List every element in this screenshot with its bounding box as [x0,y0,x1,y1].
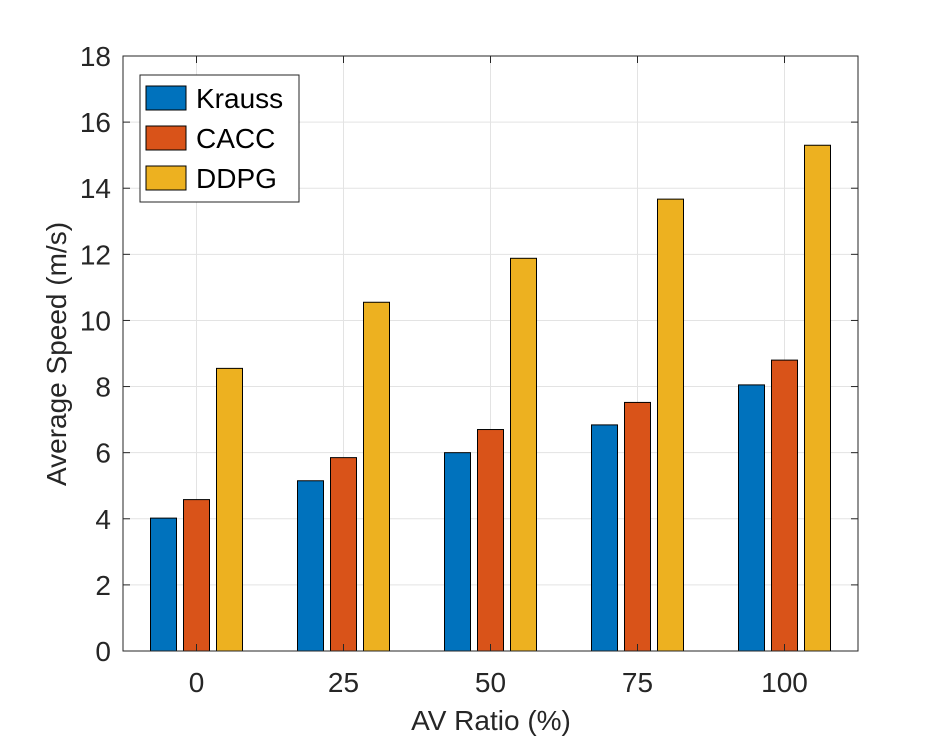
bar-cacc-75 [624,401,651,652]
y-tick-label: 16 [80,107,111,138]
x-tick-label: 25 [328,667,359,698]
bar-cacc-50 [477,429,504,652]
legend-item-cacc: CACC [145,123,275,154]
bar-cacc-100 [771,359,798,652]
y-tick-label: 2 [95,570,111,601]
y-tick-label: 8 [95,372,111,403]
bar-krauss-100 [738,384,765,652]
legend-swatch-krauss [145,85,187,111]
legend-label-ddpg: DDPG [196,163,277,194]
legend-swatch-cacc [145,125,187,151]
legend-label-krauss: Krauss [196,83,283,114]
x-tick-label: 100 [761,667,808,698]
bar-cacc-25 [330,457,357,652]
y-tick-label: 18 [80,41,111,72]
y-tick-label: 10 [80,305,111,336]
bar-krauss-25 [297,480,324,652]
bar-ddpg-75 [657,198,684,652]
bar-ddpg-25 [363,301,390,652]
ticks-layer: 0 2 4 6 8 10 12 14 16 18 0 25 50 75 100 [80,41,858,698]
legend: Krauss CACC DDPG [139,74,300,203]
x-tick-label: 0 [189,667,205,698]
y-axis-title: Average Speed (m/s) [41,222,72,486]
y-tick-label: 6 [95,438,111,469]
bars-layer [150,144,831,652]
x-axis-title: AV Ratio (%) [411,705,571,736]
x-tick-label: 50 [475,667,506,698]
bar-krauss-75 [591,424,618,652]
y-tick-label: 0 [95,636,111,667]
bar-ddpg-100 [804,144,831,652]
y-tick-label: 12 [80,239,111,270]
bar-krauss-50 [444,452,471,652]
legend-item-krauss: Krauss [145,83,283,114]
legend-swatch-ddpg [145,165,187,191]
legend-item-ddpg: DDPG [145,163,277,194]
bar-ddpg-0 [216,367,243,652]
y-tick-label: 4 [95,504,111,535]
y-tick-label: 14 [80,173,111,204]
legend-label-cacc: CACC [196,123,275,154]
x-tick-label: 75 [622,667,653,698]
bar-cacc-0 [183,499,210,652]
bar-krauss-0 [150,517,177,652]
bar-ddpg-50 [510,257,537,652]
